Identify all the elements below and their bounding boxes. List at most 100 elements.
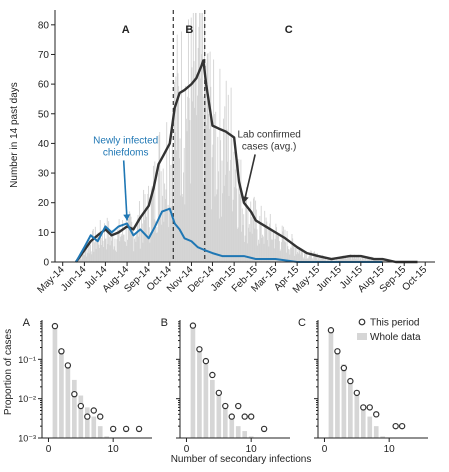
daily-case-bar xyxy=(195,12,197,262)
daily-case-bar xyxy=(281,225,283,262)
daily-case-bar xyxy=(315,253,317,262)
daily-case-bar xyxy=(82,254,84,262)
daily-case-bar xyxy=(318,258,320,262)
daily-case-bar xyxy=(89,243,91,262)
daily-case-bar xyxy=(119,241,121,262)
daily-case-bar xyxy=(227,94,229,262)
daily-case-bar xyxy=(259,215,261,262)
this-period-point xyxy=(398,422,406,430)
daily-case-bar xyxy=(101,244,103,262)
daily-case-bar xyxy=(296,248,298,262)
daily-case-bar xyxy=(148,185,149,262)
this-period-point xyxy=(209,371,216,379)
daily-case-bar xyxy=(340,256,342,262)
daily-case-bar xyxy=(349,256,351,262)
this-period-point xyxy=(353,389,361,397)
daily-case-bar xyxy=(286,231,288,262)
daily-case-bar xyxy=(295,247,296,262)
panel-y-tick-label: 10⁻² xyxy=(18,394,36,404)
daily-case-bar xyxy=(369,257,371,262)
daily-case-bar xyxy=(342,255,344,262)
daily-case-bar xyxy=(159,131,161,262)
daily-case-bar xyxy=(199,78,201,262)
chiefdoms-annotation-arrowhead xyxy=(123,214,131,221)
top-y-tick-label: 60 xyxy=(38,80,50,91)
daily-case-bar xyxy=(163,221,165,262)
daily-case-bar xyxy=(211,157,213,262)
daily-case-bar xyxy=(240,159,242,262)
bottom-y-axis-label: Proportion of cases xyxy=(3,329,14,415)
chiefdoms-annotation: Newly infected chiefdoms xyxy=(93,135,158,158)
daily-case-bar xyxy=(217,136,219,262)
daily-case-bar xyxy=(285,252,287,262)
daily-case-bar xyxy=(86,248,88,262)
daily-case-bar xyxy=(365,257,367,262)
whole-data-bar xyxy=(78,395,84,438)
daily-case-bar xyxy=(241,231,243,262)
daily-case-bar xyxy=(153,219,155,262)
daily-case-bar xyxy=(347,258,349,262)
panel-x-tick-label: 10 xyxy=(246,444,258,455)
daily-case-bar xyxy=(155,232,157,262)
daily-case-bar xyxy=(125,220,127,262)
this-period-point xyxy=(71,390,78,398)
this-period-point xyxy=(58,348,65,355)
panel-label: A xyxy=(23,317,31,329)
daily-case-bar xyxy=(173,81,175,262)
daily-case-bar xyxy=(211,209,212,262)
this-period-point xyxy=(241,413,248,420)
daily-case-bar xyxy=(212,144,214,262)
daily-case-bar xyxy=(131,221,133,262)
this-period-point xyxy=(347,377,354,385)
daily-case-bar xyxy=(120,234,122,262)
daily-case-bar xyxy=(232,211,233,262)
daily-case-bar xyxy=(81,251,83,262)
daily-case-bar xyxy=(266,221,268,262)
daily-case-bar xyxy=(92,229,94,262)
daily-case-bar xyxy=(206,53,208,263)
daily-case-bar xyxy=(116,239,118,262)
legend-this-period-marker xyxy=(358,318,366,326)
panel-A: 10⁻³ 10⁻² 10⁻¹ 0 10 A xyxy=(18,317,152,455)
daily-case-bar xyxy=(247,210,249,262)
daily-case-bar xyxy=(255,200,257,262)
daily-case-bar xyxy=(348,256,350,262)
daily-case-bar xyxy=(101,233,103,262)
daily-case-bar xyxy=(103,223,105,262)
daily-case-bar xyxy=(113,246,115,262)
lab-annotation-arrow xyxy=(243,154,256,203)
daily-case-bar xyxy=(280,249,282,262)
daily-case-bar xyxy=(165,189,167,262)
daily-case-bar xyxy=(112,232,114,262)
daily-case-bar xyxy=(255,209,257,262)
daily-case-bar xyxy=(257,245,259,262)
daily-case-bar xyxy=(95,248,97,262)
daily-case-bar xyxy=(214,196,216,262)
top-y-tick-label: 10 xyxy=(38,228,50,239)
daily-case-bar xyxy=(352,257,354,262)
top-y-tick-label: 20 xyxy=(38,198,50,209)
this-period-point xyxy=(247,413,255,420)
daily-case-bar xyxy=(186,131,188,262)
daily-case-bar xyxy=(99,220,101,262)
daily-case-bar xyxy=(191,67,193,262)
daily-case-bar xyxy=(138,236,140,262)
daily-case-bar xyxy=(102,240,104,262)
daily-case-bar xyxy=(345,257,347,262)
daily-case-bar xyxy=(150,232,152,262)
top-y-tick-label: 80 xyxy=(38,20,50,31)
daily-case-bar xyxy=(377,259,379,262)
daily-case-bar xyxy=(298,249,300,262)
daily-case-bar xyxy=(282,231,284,262)
panel-label: B xyxy=(161,317,168,329)
daily-case-bar xyxy=(205,62,207,262)
this-period-point xyxy=(327,327,335,334)
daily-case-bar xyxy=(122,234,124,262)
daily-case-bar xyxy=(140,229,142,262)
daily-case-bar xyxy=(111,229,113,262)
daily-case-bar xyxy=(166,122,168,263)
this-period-point xyxy=(373,411,380,418)
daily-case-bar xyxy=(213,59,215,263)
daily-case-bar xyxy=(224,106,226,262)
